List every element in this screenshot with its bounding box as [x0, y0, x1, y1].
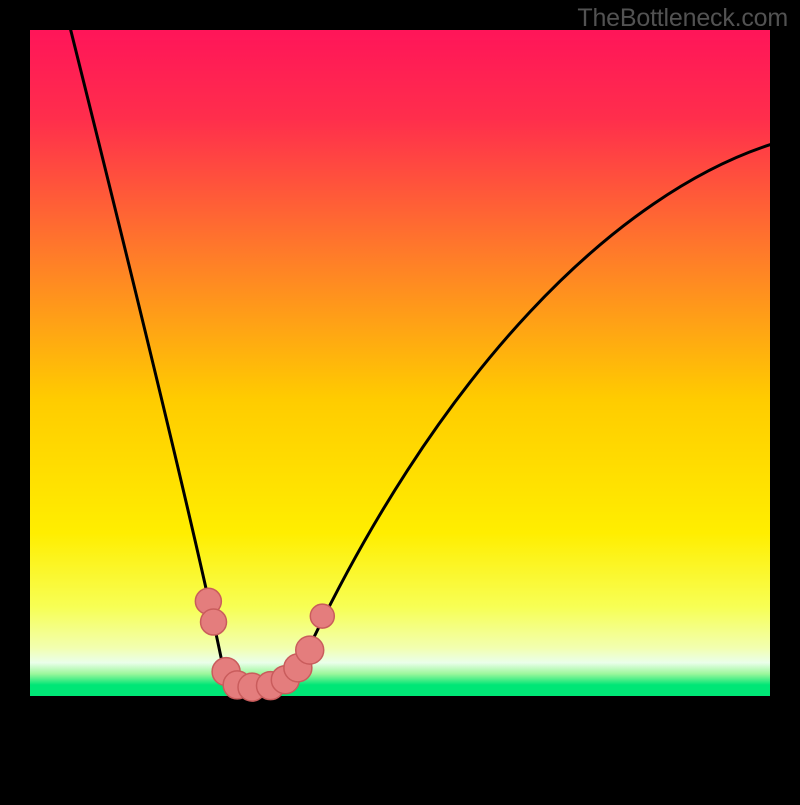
- watermark-text: TheBottleneck.com: [577, 4, 788, 33]
- curve-marker: [296, 636, 324, 664]
- curve-marker: [201, 609, 227, 635]
- plot-bottom-mask: [30, 696, 770, 770]
- bottleneck-chart: [0, 0, 800, 800]
- plot-gradient-background: [30, 30, 770, 770]
- curve-marker: [310, 604, 334, 628]
- chart-container: TheBottleneck.com: [0, 0, 800, 800]
